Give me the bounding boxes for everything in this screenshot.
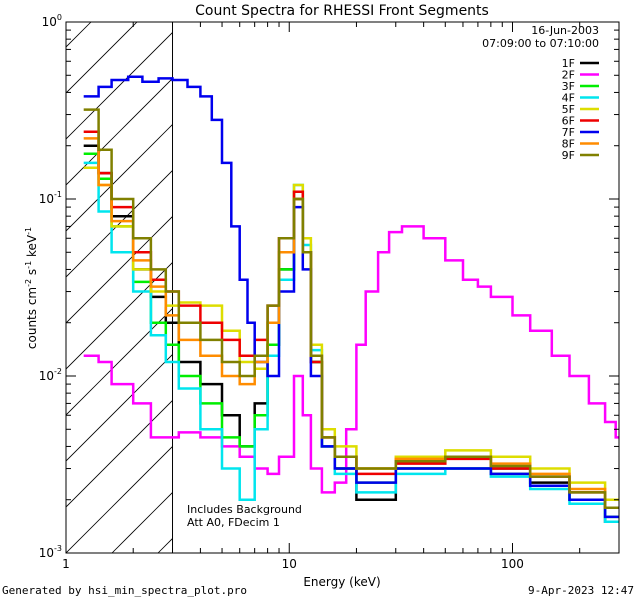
chart-title: Count Spectra for RHESSI Front Segments (195, 3, 489, 19)
series-6F (83, 130, 619, 510)
legend-label-1F: 1F (562, 57, 575, 70)
axis-ticks (65, 21, 620, 554)
legend-label-9F: 9F (562, 149, 575, 162)
legend-label-4F: 4F (562, 92, 575, 105)
x-tick-label: 1 (62, 557, 70, 571)
hatch-line (66, 399, 173, 508)
x-tick-label: 100 (501, 557, 524, 571)
legend-label-6F: 6F (562, 115, 575, 128)
x-axis-label: Energy (keV) (303, 575, 380, 589)
print-date-label: 9-Apr-2023 12:47 (528, 584, 634, 597)
axis-tick-labels: 1 10 100 100 10-1 10-2 10-3 (39, 13, 524, 571)
plot-frame (65, 21, 620, 554)
legend-label-8F: 8F (562, 138, 575, 151)
hatch-line (618, 22, 640, 553)
legend-label-5F: 5F (562, 103, 575, 116)
series-9F (83, 108, 619, 510)
y-tick-label: 100 (42, 13, 62, 29)
legend-label-7F: 7F (562, 126, 575, 139)
series-5F (83, 166, 619, 501)
series-layer (83, 75, 619, 524)
hatch-line (66, 77, 173, 186)
series-1F (83, 144, 619, 524)
generated-by-label: Generated by hsi_min_spectra_plot.pro (2, 584, 248, 597)
date-label: 16-Jun-2003 (531, 24, 599, 37)
y-tick-label: 10-2 (39, 367, 62, 383)
annotation-attenuator: Att A0, FDecim 1 (187, 516, 280, 529)
annotation-background: Includes Background (187, 503, 302, 516)
hatch-line (66, 215, 173, 324)
y-tick-label: 10-3 (39, 544, 62, 560)
hatch-line (572, 22, 640, 553)
legend-label-3F: 3F (562, 80, 575, 93)
hatch-line (66, 123, 173, 232)
time-range-label: 07:09:00 to 07:10:00 (482, 37, 599, 50)
hatch-line (66, 22, 92, 48)
legend-label-2F: 2F (562, 69, 575, 82)
series-2F (83, 225, 619, 494)
x-tick-label: 10 (282, 557, 297, 571)
y-axis-label: counts cm-2 s-1 keV-1 (24, 227, 39, 349)
hatch-line (66, 22, 138, 94)
hatch-line (66, 445, 173, 553)
y-tick-label: 10-1 (39, 190, 62, 206)
hatch-line (66, 261, 173, 370)
